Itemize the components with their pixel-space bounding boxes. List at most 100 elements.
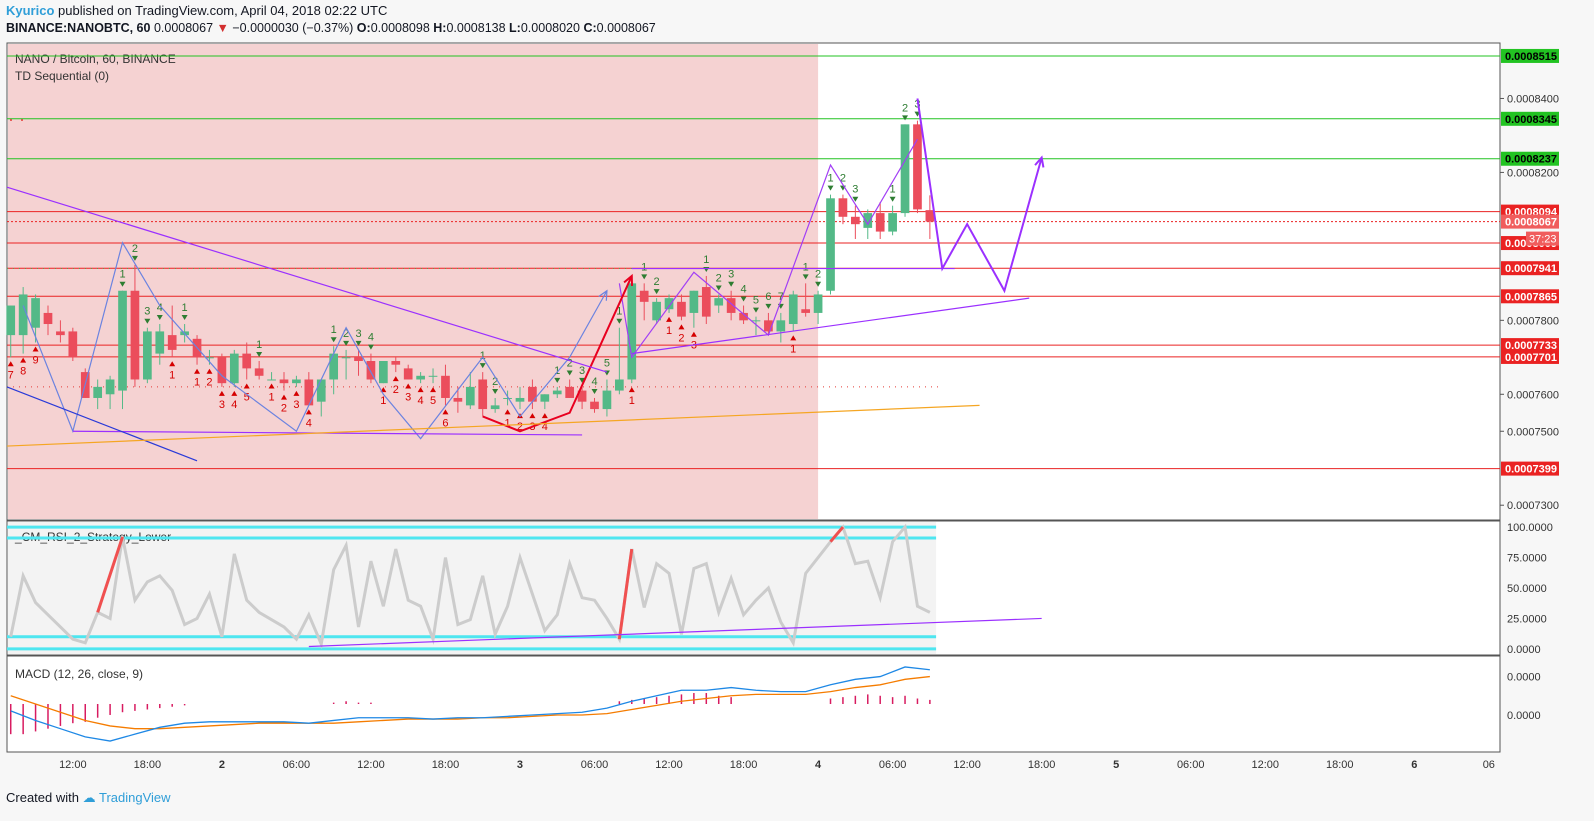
candle-body xyxy=(205,357,214,359)
candle-body xyxy=(602,390,612,410)
candle-body xyxy=(316,379,326,402)
td-up-triangle xyxy=(666,316,673,322)
published-info: published on TradingView.com, April 04, … xyxy=(58,3,388,18)
td-up-triangle xyxy=(293,390,300,396)
td-down-triangle xyxy=(902,115,909,121)
rsi-line xyxy=(9,523,931,650)
author-link[interactable]: Kyurico xyxy=(6,3,55,18)
green-level-tag xyxy=(1501,151,1559,166)
candle-body xyxy=(304,379,314,406)
candle-body xyxy=(478,379,488,410)
x-tick-label: 18:00 xyxy=(134,759,162,771)
candle-body xyxy=(31,298,40,328)
candle-body xyxy=(664,298,674,310)
candle-body xyxy=(577,390,587,402)
candle-body xyxy=(453,397,463,402)
td-count-label: 1 xyxy=(119,269,125,281)
td-count-label: 1 xyxy=(380,395,386,407)
td-down-triangle xyxy=(827,185,834,191)
macd-line xyxy=(10,666,930,742)
td-up-triangle xyxy=(305,409,312,415)
td-count-label: 1 xyxy=(269,391,275,403)
td-count-label: 1 xyxy=(827,173,833,185)
td-up-triangle xyxy=(243,383,250,389)
rsi-tick-label: 25.0000 xyxy=(1507,613,1547,625)
td-down-triangle xyxy=(131,255,138,261)
td-up-triangle xyxy=(405,383,412,389)
rsi-highlight xyxy=(617,548,634,640)
candle-body xyxy=(267,379,276,381)
td-down-triangle xyxy=(554,377,561,383)
candle-body xyxy=(788,294,798,325)
main-title: NANO / Bitcoin, 60, BINANCE xyxy=(15,52,176,66)
td-count-label: 5 xyxy=(430,395,436,407)
td-count-label: 1 xyxy=(666,325,672,337)
candle-body xyxy=(776,320,786,332)
high-value: 0.0008138 xyxy=(446,21,506,35)
red-level-tag xyxy=(1501,289,1559,304)
candle-body xyxy=(714,298,724,306)
td-count-label: 1 xyxy=(169,369,175,381)
tradingview-link[interactable]: TradingView xyxy=(99,790,171,805)
open-value: 0.0008098 xyxy=(370,21,430,35)
td-count-label: 2 xyxy=(281,403,287,415)
td-count-label: 1 xyxy=(480,350,486,362)
td-down-triangle xyxy=(144,318,151,324)
x-tick-label: 12:00 xyxy=(655,759,683,771)
td-count-label: 1 xyxy=(194,377,200,389)
candle-body xyxy=(366,361,376,380)
x-tick-label: 18:00 xyxy=(730,759,758,771)
td-count-label: 4 xyxy=(368,332,374,344)
td-down-triangle xyxy=(579,377,586,383)
td-count-label: 1 xyxy=(616,306,622,318)
td-count-label: 2 xyxy=(840,173,846,185)
td-count-label: 3 xyxy=(219,399,225,411)
x-tick-label: 18:00 xyxy=(1028,759,1056,771)
red-level-label: 0.0007733 xyxy=(1505,340,1557,352)
open-label: O: xyxy=(356,21,371,35)
x-tick-label: 2 xyxy=(219,759,225,771)
candle-body xyxy=(254,368,264,376)
td-count-label: 2 xyxy=(492,376,498,388)
candle-body xyxy=(242,353,252,369)
candle-body xyxy=(627,283,637,380)
td-down-triangle xyxy=(479,363,486,369)
arrow-head-icon xyxy=(598,289,608,301)
last-price-tag xyxy=(1501,214,1559,229)
rsi-highlight xyxy=(96,536,124,613)
rsi-highlight xyxy=(829,526,845,543)
td-count-label: 4 xyxy=(306,417,312,429)
countdown-label: 37:23 xyxy=(1529,234,1557,246)
td-count-label: 5 xyxy=(244,391,250,403)
x-tick-label: 18:00 xyxy=(432,759,460,771)
candle-body xyxy=(428,375,438,377)
td-down-triangle xyxy=(641,274,648,280)
td-count-label: 3 xyxy=(852,184,858,196)
td-count-label: 1 xyxy=(331,324,337,336)
x-tick-label: 12:00 xyxy=(1251,759,1279,771)
arrow-head-icon xyxy=(623,273,634,286)
macd-tick-label: 0.0000 xyxy=(1507,672,1541,684)
x-tick-label: 6 xyxy=(1411,759,1417,771)
td-down-triangle xyxy=(156,315,163,321)
candle-body xyxy=(217,357,227,384)
candle-body xyxy=(764,320,773,332)
low-label: L: xyxy=(509,21,521,35)
y-tick-label: 0.0008200 xyxy=(1507,167,1559,179)
td-count-label: 1 xyxy=(554,365,560,377)
rsi-shade xyxy=(8,522,937,654)
candle-body xyxy=(167,335,177,350)
candle-body xyxy=(751,320,761,322)
x-tick-label: 06:00 xyxy=(879,759,907,771)
td-down-triangle xyxy=(889,196,896,202)
td-count-label: 1 xyxy=(790,343,796,355)
candle-body xyxy=(888,213,897,232)
candle-body xyxy=(379,361,388,384)
td-down-triangle xyxy=(616,318,623,324)
td-count-label: 5 xyxy=(753,295,759,307)
td-up-triangle xyxy=(504,409,511,415)
symbol-label: BINANCE:NANOBTC, 60 xyxy=(6,21,151,35)
td-down-triangle xyxy=(591,388,598,394)
td-up-triangle xyxy=(417,387,424,393)
